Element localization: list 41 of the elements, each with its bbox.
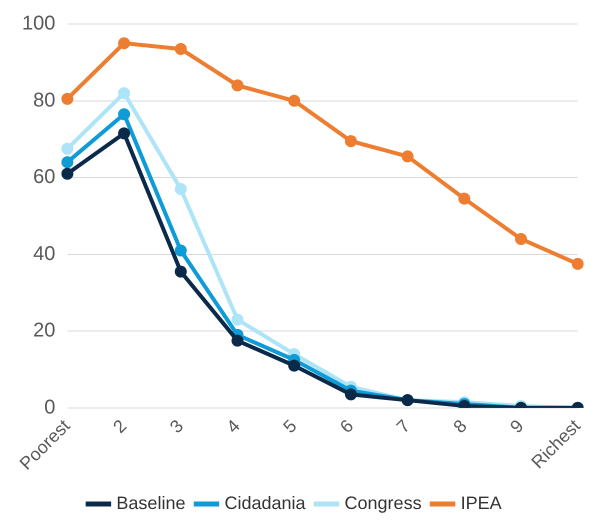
y-tick-label: 20	[33, 320, 56, 342]
legend-label: Baseline	[116, 492, 186, 513]
point	[344, 135, 357, 148]
x-tick-label: 8	[449, 416, 471, 437]
point	[231, 79, 244, 92]
point	[174, 42, 187, 55]
y-tick-label: 40	[33, 242, 56, 265]
point	[118, 127, 130, 140]
point	[118, 87, 130, 100]
x-tick-label: 5	[279, 416, 301, 437]
point	[118, 37, 130, 50]
point	[288, 94, 300, 107]
point	[174, 244, 187, 256]
point	[344, 388, 357, 400]
legend-label: Congress	[344, 492, 422, 513]
point	[174, 266, 187, 278]
point	[61, 156, 74, 168]
y-tick-label: 60	[33, 166, 56, 188]
point	[118, 108, 130, 120]
x-tick-label: 7	[392, 416, 414, 437]
point	[515, 232, 528, 245]
point	[61, 92, 74, 105]
legend-label: IPEA	[460, 492, 502, 513]
y-tick-label: 100	[22, 12, 56, 35]
point	[61, 168, 74, 180]
point	[458, 192, 470, 205]
x-tick-label: 6	[336, 416, 358, 437]
x-tick-label: 4	[222, 416, 244, 437]
point	[572, 258, 584, 270]
point	[231, 334, 244, 347]
y-tick-label: 80	[33, 89, 56, 112]
point	[231, 314, 244, 326]
point	[61, 142, 74, 155]
x-tick-label: 2	[109, 416, 130, 437]
y-tick-label: 0	[44, 396, 56, 418]
x-tick-label: 9	[506, 416, 528, 437]
point	[174, 183, 187, 196]
x-tick-label: 3	[166, 416, 188, 437]
point	[402, 150, 414, 162]
point	[288, 360, 300, 372]
legend-label: Cidadania	[224, 492, 307, 513]
